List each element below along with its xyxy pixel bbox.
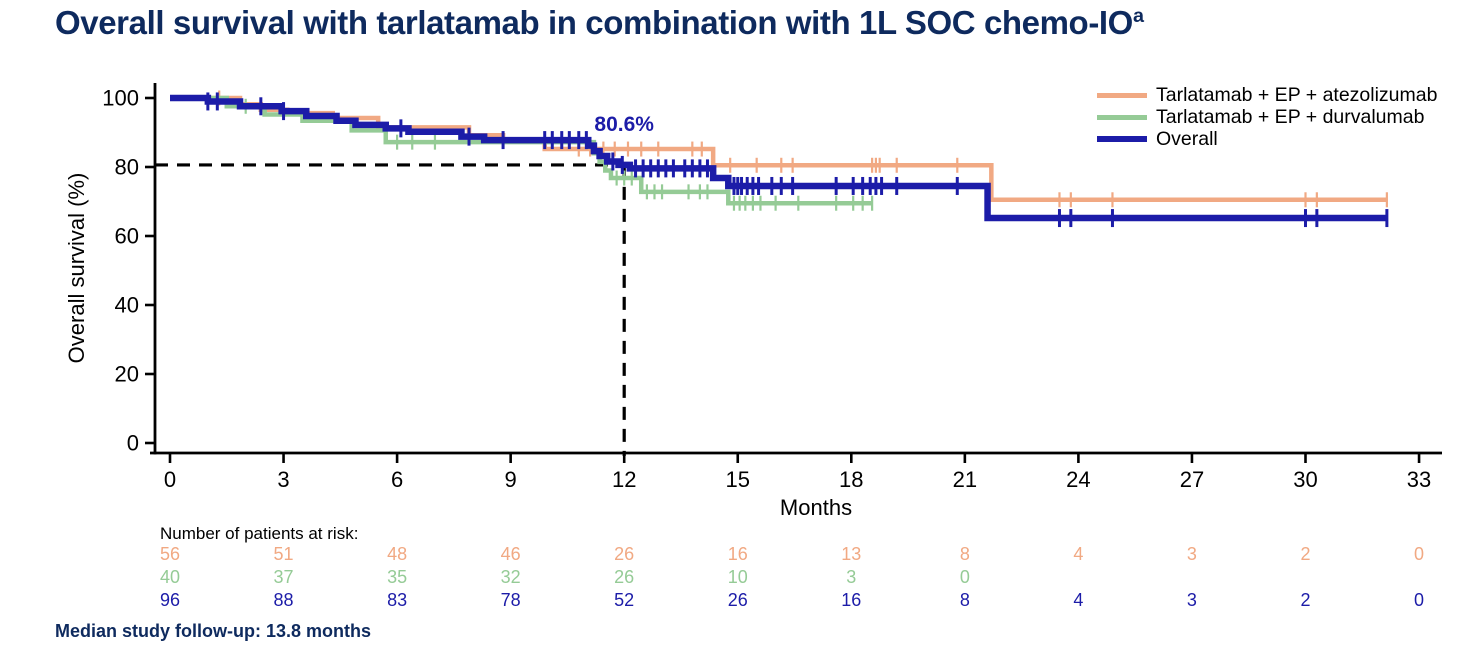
- legend-line-swatch: [1097, 136, 1147, 142]
- page-title-text: Overall survival with tarlatamab in comb…: [55, 4, 1133, 41]
- x-tick-label: 3: [277, 467, 289, 492]
- x-tick-label: 30: [1293, 467, 1317, 492]
- y-tick-label: 60: [115, 224, 139, 249]
- twelve-month-os-label: 80.6%: [594, 113, 654, 136]
- x-tick-label: 18: [839, 467, 863, 492]
- y-tick-label: 40: [115, 293, 139, 318]
- legend-line-swatch: [1097, 92, 1147, 98]
- page-title: Overall survival with tarlatamab in comb…: [55, 4, 1144, 42]
- y-tick-label: 0: [127, 431, 139, 456]
- chart-legend: Tarlatamab + EP + atezolizumab Tarlatamab…: [1097, 84, 1437, 150]
- x-tick-label: 0: [164, 467, 176, 492]
- legend-line-swatch: [1097, 114, 1147, 120]
- x-tick-label: 9: [505, 467, 517, 492]
- y-tick-label: 100: [102, 86, 139, 111]
- page-title-superscript: a: [1132, 5, 1144, 27]
- x-tick-label: 33: [1407, 467, 1431, 492]
- x-tick-label: 15: [726, 467, 750, 492]
- legend-label: Tarlatamab + EP + atezolizumab: [1156, 84, 1438, 106]
- y-tick-label: 80: [115, 155, 139, 180]
- follow-up-note: Median study follow-up: 13.8 months: [55, 621, 372, 641]
- y-tick-label: 20: [115, 362, 139, 387]
- km-curve-overall: [170, 94, 1387, 222]
- legend-item-tarlatamab-ep-durvalumab: Tarlatamab + EP + durvalumab: [1097, 106, 1437, 128]
- x-tick-label: 24: [1066, 467, 1090, 492]
- legend-label: Overall: [1156, 128, 1218, 150]
- x-tick-label: 12: [612, 467, 636, 492]
- x-tick-label: 21: [953, 467, 977, 492]
- y-axis-label: Overall survival (%): [64, 173, 89, 364]
- legend-item-tarlatamab-ep-atezolizumab: Tarlatamab + EP + atezolizumab: [1097, 84, 1437, 106]
- x-tick-label: 6: [391, 467, 403, 492]
- legend-item-overall: Overall: [1097, 128, 1437, 150]
- x-tick-label: 27: [1180, 467, 1204, 492]
- x-axis-label: Months: [780, 495, 852, 520]
- legend-label: Tarlatamab + EP + durvalumab: [1156, 106, 1425, 128]
